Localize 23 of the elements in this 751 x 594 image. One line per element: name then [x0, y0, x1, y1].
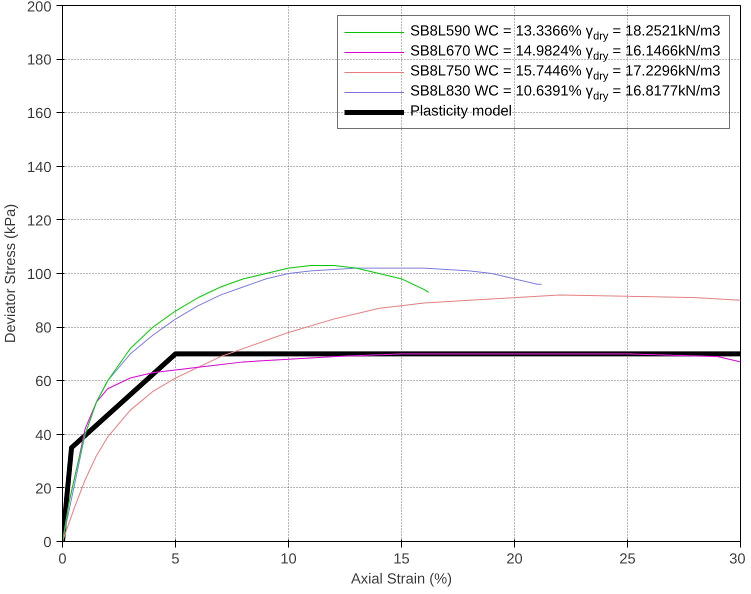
line-series [62, 264, 430, 542]
y-tick-label: 120 [27, 213, 52, 230]
y-tick-label: 100 [27, 267, 52, 283]
y-tick-label: 60 [35, 374, 52, 390]
x-tick-label: 10 [280, 552, 297, 568]
y-tick-label: 0 [43, 535, 52, 551]
y-tick-label: 180 [27, 52, 52, 69]
x-tick-label: 30 [729, 552, 746, 568]
line-series [62, 294, 740, 542]
y-axis-title: Deviator Stress (kPa) [3, 204, 20, 344]
x-tick-label: 5 [171, 552, 180, 568]
y-tick-label: 20 [35, 481, 52, 498]
x-tick-label: 0 [58, 552, 67, 568]
y-tick-label: 160 [27, 106, 52, 122]
x-tick-label: 20 [506, 552, 523, 568]
x-axis-title: Axial Strain (%) [351, 572, 452, 588]
x-tick-label: 15 [393, 552, 410, 568]
x-tick-label: 25 [619, 552, 636, 568]
y-tick-label: 140 [27, 160, 52, 176]
y-tick-label: 40 [35, 428, 52, 444]
y-tick-label: 80 [35, 320, 52, 337]
y-tick-label: 200 [27, 0, 52, 16]
legend-label: Plasticity model [410, 104, 512, 120]
